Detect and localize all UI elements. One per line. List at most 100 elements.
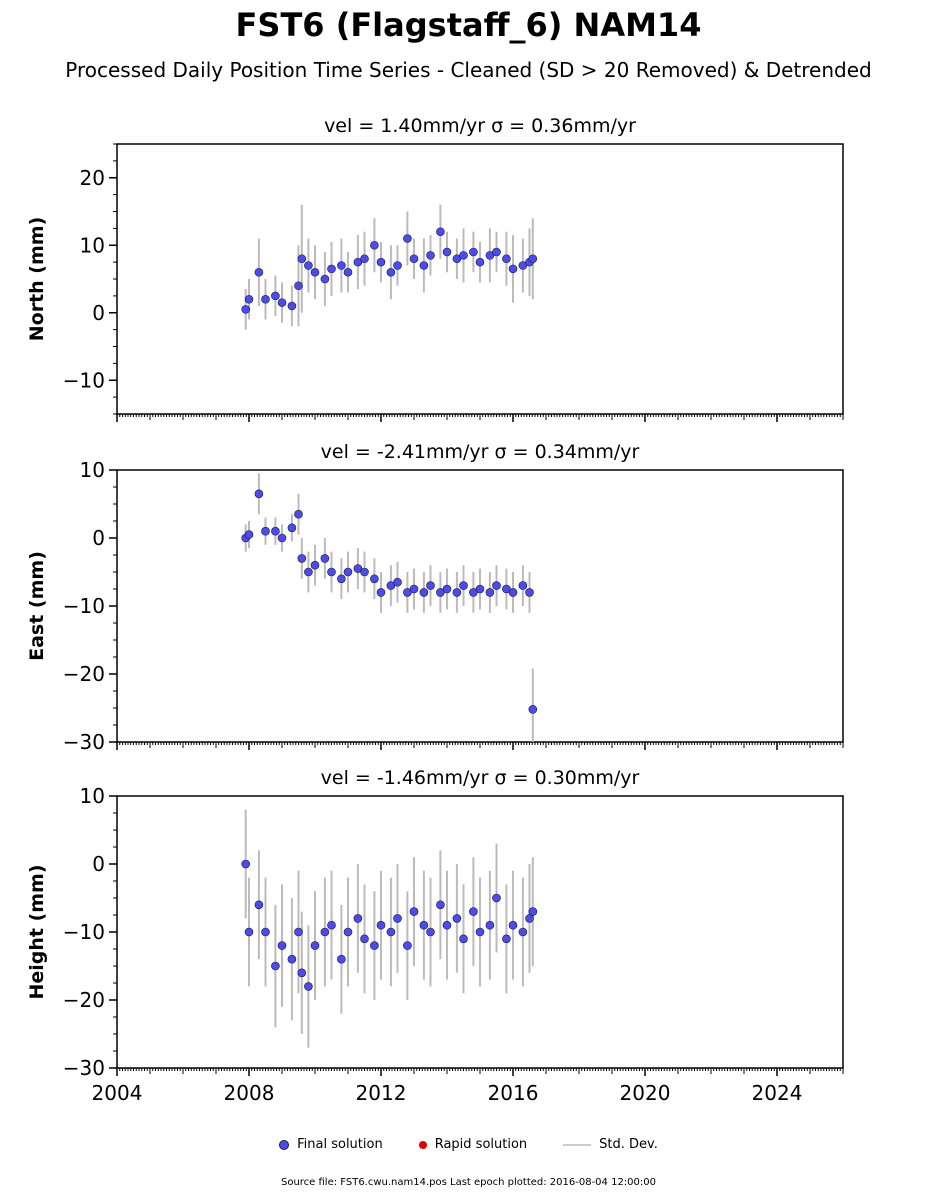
panel-2-ytick-label: −10 — [63, 594, 105, 618]
panel-3-data-point — [337, 954, 346, 964]
panel-2-data-point — [475, 584, 485, 594]
panel-1-data-point — [261, 294, 270, 304]
panel-3-data-point — [287, 954, 297, 964]
panel-3-ylabel: Height (mm) — [26, 864, 48, 999]
panel-1-data-point — [310, 267, 320, 277]
panel-3-data-point — [403, 941, 412, 950]
panel-3-data-point — [528, 907, 538, 916]
legend-label-stddev: Std. Dev. — [599, 1137, 658, 1152]
panel-2-data-point — [327, 567, 336, 577]
panel-2-data-point — [304, 567, 313, 577]
panel-1-data-point — [459, 251, 468, 260]
std-dev-line-icon — [563, 1143, 592, 1146]
panel-1-data-point — [327, 264, 336, 274]
panel-3-data-point — [452, 914, 462, 923]
panel-2-data-point — [409, 584, 419, 594]
legend-item-final: Final solution — [279, 1137, 383, 1152]
panel-2-data-point — [528, 705, 538, 714]
panel-3-ytick-label: 0 — [92, 852, 105, 876]
panel-1-data-point — [294, 281, 303, 291]
panel-3-data-point — [320, 927, 330, 937]
panel-2-data-point — [459, 581, 468, 590]
panel-3-data-point — [271, 961, 280, 971]
panel-1-data-point — [469, 247, 478, 257]
panel-1-ytick-label: 20 — [80, 166, 105, 190]
panel-1-data-point — [254, 267, 264, 277]
panel-3-data-point — [376, 920, 386, 930]
panel-2-data-point — [370, 574, 379, 584]
panel-1-data-point — [277, 298, 287, 307]
panel-1-data-point — [492, 247, 501, 257]
panel-3-data-point — [518, 927, 528, 937]
legend-label-rapid: Rapid solution — [434, 1137, 528, 1152]
panel-1-ytick-label: 10 — [80, 233, 105, 257]
panel-3-title: vel = -1.46mm/yr σ = 0.30mm/yr — [321, 767, 640, 789]
panel-2-data-point — [360, 567, 369, 577]
panel-3-data-point — [442, 920, 452, 930]
panel-1-data-point — [502, 254, 511, 264]
panel-3-xtick-label: 2016 — [488, 1081, 539, 1105]
panel-2-data-point — [452, 588, 462, 597]
panel-2-data-point — [310, 560, 320, 570]
panel-1-data-point — [386, 267, 396, 277]
panel-1-data-point — [376, 257, 386, 267]
panel-1-data-point — [241, 305, 250, 314]
panel-3-ytick-label: −10 — [63, 920, 105, 944]
panel-1-ylabel: North (mm) — [26, 217, 48, 342]
final-solution-marker-icon — [279, 1139, 290, 1150]
panel-3-data-point — [393, 914, 402, 923]
panel-3-data-point — [426, 927, 435, 937]
panel-3-data-point — [475, 927, 485, 937]
panel-1-data-point — [360, 254, 369, 264]
panel-3-xtick-label: 2024 — [752, 1081, 803, 1105]
panel-3-data-point — [360, 934, 369, 944]
panel-1-data-point — [320, 274, 330, 284]
panel-3-data-point — [436, 900, 445, 910]
panel-2-data-point — [254, 489, 264, 499]
panel-3-data-point — [502, 934, 511, 944]
panel-3-ytick-label: 10 — [80, 784, 105, 808]
panel-1-data-point — [442, 247, 452, 257]
panel-3-data-point — [244, 927, 254, 937]
panel-2-data-point — [508, 588, 518, 597]
panel-3-data-point — [469, 907, 478, 916]
panel-2-data-point — [419, 588, 429, 597]
panel-2-data-point — [426, 581, 435, 590]
panel-2-ytick-label: 10 — [80, 458, 105, 482]
panel-3-data-point — [386, 927, 396, 937]
panel-2-title: vel = -2.41mm/yr σ = 0.34mm/yr — [321, 441, 640, 463]
panel-1-data-point — [426, 251, 435, 260]
panel-3-data-point — [297, 968, 307, 978]
panel-3-data-point — [419, 920, 429, 930]
panel-3-ytick-label: −20 — [63, 988, 105, 1012]
panel-3-xtick-label: 2008 — [224, 1081, 275, 1105]
chart-subtitle: Processed Daily Position Time Series - C… — [65, 58, 872, 82]
panel-3-data-point — [508, 920, 518, 930]
panel-2-data-point — [294, 509, 303, 519]
panel-1-title: vel = 1.40mm/yr σ = 0.36mm/yr — [324, 115, 636, 137]
legend-item-stddev: Std. Dev. — [563, 1137, 658, 1152]
panel-1-data-point — [393, 261, 402, 270]
panel-3-data-point — [343, 927, 353, 937]
panel-2-data-point — [518, 581, 528, 590]
panel-1-data-point — [271, 291, 280, 301]
panel-1-data-point — [475, 257, 485, 267]
panel-2-data-point — [393, 577, 402, 587]
panel-2-ytick-label: −20 — [63, 662, 105, 686]
panel-1-data-point — [528, 254, 538, 264]
panel-2-ytick-label: 0 — [92, 526, 105, 550]
panel-1-data-point — [297, 254, 307, 264]
panel-2-data-point — [376, 588, 386, 597]
source-footer: Source file: FST6.cwu.nam14.pos Last epo… — [280, 1177, 656, 1188]
panel-2-data-point — [485, 588, 495, 597]
panel-3-xtick-label: 2020 — [620, 1081, 671, 1105]
panel-2-data-point — [320, 554, 330, 563]
panel-2-data-point — [343, 567, 353, 577]
panel-3-data-point — [261, 927, 270, 937]
panel-1-data-point — [337, 261, 346, 270]
panel-1-data-point — [343, 267, 353, 277]
legend-label-final: Final solution — [297, 1137, 383, 1152]
panel-1-ytick-label: 0 — [92, 301, 105, 325]
panel-2-data-point — [261, 526, 270, 536]
